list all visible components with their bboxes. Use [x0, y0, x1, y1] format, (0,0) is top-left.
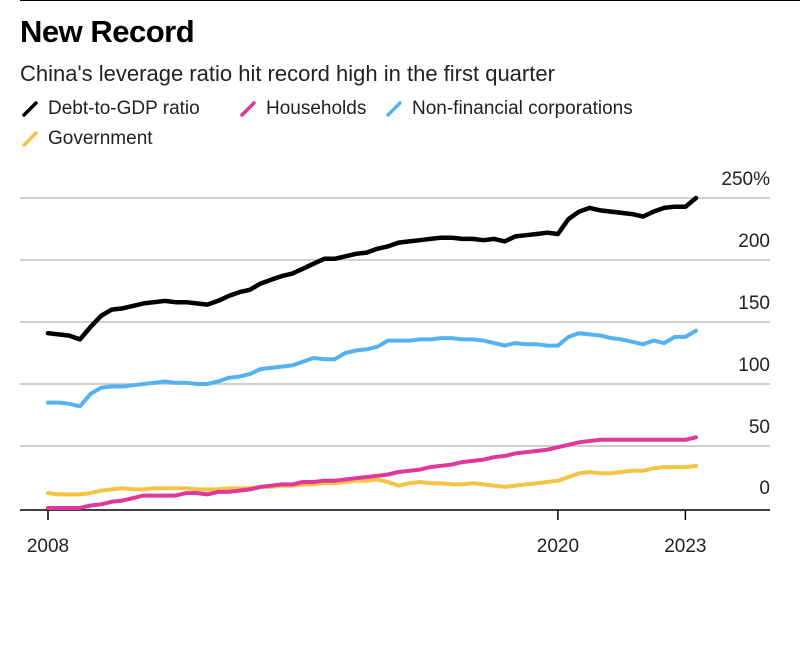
series-line-debt	[45, 195, 699, 342]
legend-swatch-debt	[22, 101, 38, 117]
y-tick-label-0: 0	[759, 478, 770, 499]
legend-label-debt: Debt-to-GDP ratio	[48, 98, 200, 119]
legend-item-government: Government	[22, 128, 153, 150]
legend-item-debt: Debt-to-GDP ratio	[22, 98, 200, 120]
legend-label-government: Government	[48, 128, 153, 149]
x-tick-label-2008: 2008	[27, 536, 69, 557]
x-tick-label-2020: 2020	[537, 536, 579, 557]
series-line-households	[46, 435, 698, 510]
chart-subtitle: China's leverage ratio hit record high i…	[20, 61, 555, 86]
legend-swatch-households	[240, 101, 256, 117]
legend-item-corporations: Non-financial corporations	[386, 98, 633, 120]
chart-title: New Record	[20, 14, 195, 49]
legend-swatch-corporations	[386, 101, 402, 117]
legend-label-corporations: Non-financial corporations	[412, 98, 633, 119]
y-tick-label-50: 50	[749, 417, 770, 438]
legend-item-households: Households	[240, 98, 366, 120]
y-tick-label-250: 250%	[721, 169, 770, 190]
y-tick-label-200: 200	[738, 231, 770, 252]
y-tick-label-150: 150	[738, 293, 770, 314]
legend-label-households: Households	[266, 98, 367, 119]
legend-swatch-government	[22, 131, 38, 147]
y-tick-label-100: 100	[738, 355, 770, 376]
x-tick-label-2023: 2023	[664, 536, 706, 557]
top-rule	[20, 0, 800, 1]
series-line-government	[46, 463, 698, 497]
series-line-corporations	[46, 328, 698, 409]
